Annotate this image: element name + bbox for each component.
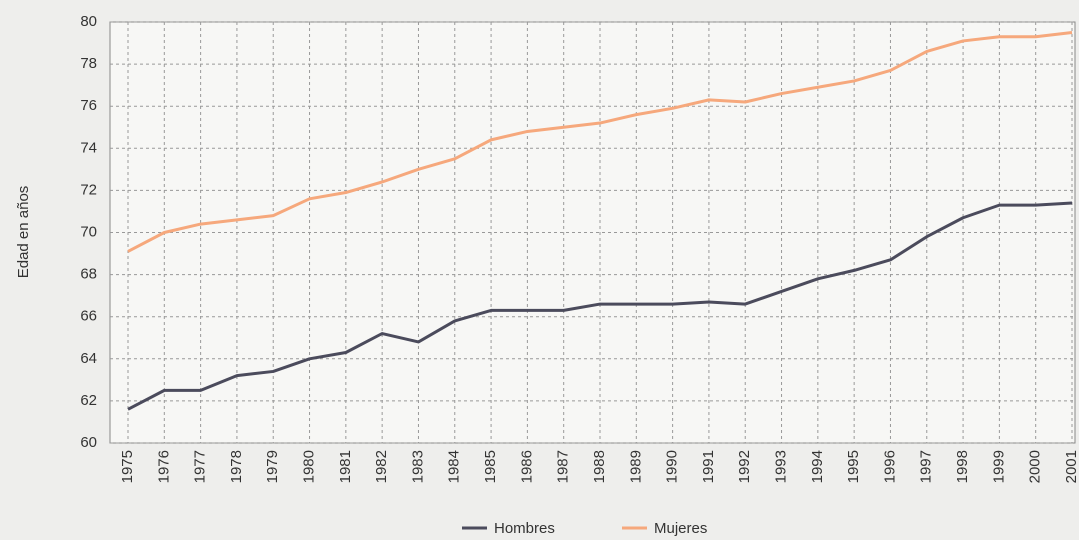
y-tick-label: 62 xyxy=(80,392,97,409)
x-tick-label: 1982 xyxy=(373,450,390,483)
x-tick-label: 1989 xyxy=(627,450,644,483)
y-tick-label: 72 xyxy=(80,181,97,198)
x-tick-label: 1976 xyxy=(155,450,172,483)
x-tick-label: 1993 xyxy=(773,450,790,483)
x-tick-label: 1997 xyxy=(918,450,935,483)
x-tick-label: 1983 xyxy=(409,450,426,483)
legend-label: Hombres xyxy=(494,520,555,537)
x-tick-label: 1979 xyxy=(264,450,281,483)
x-tick-label: 1985 xyxy=(482,450,499,483)
legend-label: Mujeres xyxy=(654,520,707,537)
y-tick-label: 64 xyxy=(80,350,97,367)
x-tick-label: 1998 xyxy=(954,450,971,483)
x-tick-label: 1995 xyxy=(845,450,862,483)
y-tick-label: 80 xyxy=(80,13,97,30)
x-tick-label: 1994 xyxy=(809,450,826,483)
x-tick-label: 1987 xyxy=(555,450,572,483)
x-tick-label: 1991 xyxy=(700,450,717,483)
x-tick-label: 1978 xyxy=(228,450,245,483)
x-tick-label: 1988 xyxy=(591,450,608,483)
x-tick-label: 1996 xyxy=(881,450,898,483)
y-tick-label: 74 xyxy=(80,139,97,156)
y-axis-label: Edad en años xyxy=(15,186,32,279)
x-tick-label: 1984 xyxy=(446,450,463,483)
y-tick-label: 70 xyxy=(80,223,97,240)
x-tick-label: 1992 xyxy=(736,450,753,483)
y-tick-label: 78 xyxy=(80,55,97,72)
x-tick-label: 1980 xyxy=(301,450,318,483)
y-tick-label: 68 xyxy=(80,266,97,283)
y-tick-label: 66 xyxy=(80,308,97,325)
x-tick-label: 2000 xyxy=(1027,450,1044,483)
x-tick-label: 2001 xyxy=(1063,450,1079,483)
line-mujeres xyxy=(127,31,1073,253)
x-tick-label: 1999 xyxy=(990,450,1007,483)
line-hombres xyxy=(127,201,1073,411)
x-tick-label: 1975 xyxy=(119,450,136,483)
x-tick-label: 1986 xyxy=(518,450,535,483)
x-tick-label: 1981 xyxy=(337,450,354,483)
y-tick-label: 60 xyxy=(80,434,97,451)
x-tick-label: 1977 xyxy=(192,450,209,483)
x-tick-label: 1990 xyxy=(664,450,681,483)
y-tick-label: 76 xyxy=(80,97,97,114)
